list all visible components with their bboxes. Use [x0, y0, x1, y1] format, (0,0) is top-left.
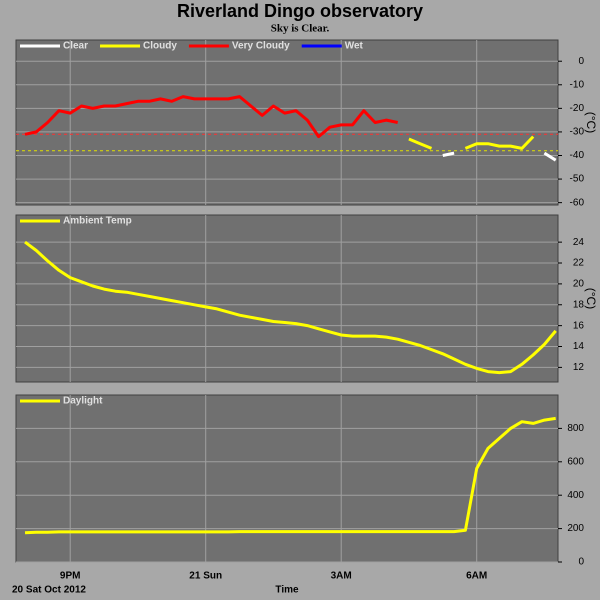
- x-start-label: 20 Sat Oct 2012: [12, 585, 86, 596]
- y-tick-label: -60: [570, 197, 585, 208]
- legend-label: Wet: [345, 41, 364, 52]
- y-axis-label: (°C): [584, 288, 598, 309]
- y-tick-label: -10: [570, 79, 585, 90]
- y-tick-label: 0: [578, 557, 584, 568]
- series-line: [24, 240, 557, 375]
- x-tick-label: 21 Sun: [189, 571, 222, 582]
- y-axis-label: (°C): [584, 112, 598, 133]
- plot-area: [15, 214, 559, 383]
- y-tick-label: 400: [567, 490, 584, 501]
- y-tick-label: -40: [570, 150, 585, 161]
- series-line: [24, 95, 399, 139]
- y-tick-label: 0: [578, 56, 584, 67]
- y-tick-label: 600: [567, 456, 584, 467]
- legend-label: Cloudy: [143, 41, 177, 52]
- y-tick-label: 200: [567, 523, 584, 534]
- y-tick-label: 16: [573, 320, 585, 331]
- x-tick-label: 9PM: [60, 571, 81, 582]
- y-tick-label: 12: [573, 362, 585, 373]
- chart-title: Riverland Dingo observatory: [177, 1, 423, 21]
- series-line: [442, 151, 557, 162]
- y-tick-label: -30: [570, 127, 585, 138]
- y-tick-label: 24: [573, 237, 585, 248]
- plot-area: [15, 394, 559, 563]
- series-line: [408, 135, 535, 150]
- y-tick-label: 800: [567, 423, 584, 434]
- y-tick-label: 22: [573, 258, 585, 269]
- legend-label: Clear: [63, 41, 88, 52]
- y-tick-label: 20: [573, 279, 585, 290]
- series-line: [24, 416, 556, 535]
- y-tick-label: 18: [573, 299, 585, 310]
- legend-label: Very Cloudy: [232, 41, 290, 52]
- x-tick-label: 3AM: [331, 571, 352, 582]
- legend-label: Daylight: [63, 396, 103, 407]
- y-tick-label: -20: [570, 103, 585, 114]
- y-tick-label: 14: [573, 341, 585, 352]
- y-tick-label: -50: [570, 174, 585, 185]
- plot-area: [15, 39, 559, 206]
- chart-subtitle: Sky is Clear.: [271, 23, 330, 35]
- legend-label: Ambient Temp: [63, 216, 132, 227]
- x-tick-label: 6AM: [466, 571, 487, 582]
- x-axis-label: Time: [275, 585, 299, 596]
